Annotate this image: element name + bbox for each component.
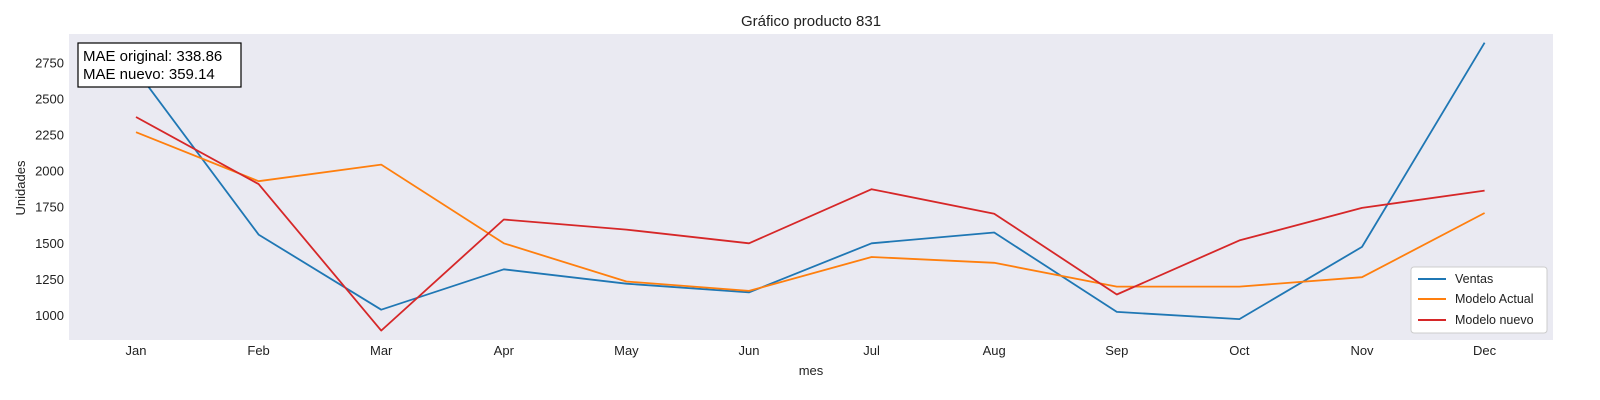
annotation-frame — [77, 42, 242, 88]
x-tick-label: Dec — [1473, 343, 1497, 358]
series-line-modelo-actual — [135, 131, 1486, 292]
x-tick-label: Feb — [247, 343, 269, 358]
legend-label-modelo-nuevo: Modelo nuevo — [1455, 313, 1534, 327]
x-axis: Jan Feb Mar Apr May Jun Jul Aug Sep Oct Nov Dec — [126, 343, 1497, 358]
y-tick-label: 1750 — [35, 200, 64, 215]
x-tick-label: Oct — [1229, 343, 1250, 358]
series-layer — [135, 42, 1486, 332]
legend-label-modelo-actual: Modelo Actual — [1455, 292, 1534, 306]
x-tick-label: Nov — [1350, 343, 1374, 358]
y-axis: 1000 1250 1500 1750 2000 2250 2500 2750 — [35, 55, 64, 323]
legend: Ventas Modelo Actual Modelo nuevo — [1410, 266, 1548, 334]
y-tick-label: 2750 — [35, 55, 64, 70]
x-tick-label: Jun — [739, 343, 760, 358]
x-tick-label: May — [614, 343, 639, 358]
mae-annotation: MAE original: 338.86 MAE nuevo: 359.14 — [77, 42, 242, 88]
y-tick-label: 2250 — [35, 128, 64, 143]
plot-area — [69, 34, 1553, 340]
chart-title: Gráfico producto 831 — [741, 13, 881, 30]
x-tick-label: Apr — [494, 343, 515, 358]
y-tick-label: 1250 — [35, 272, 64, 287]
x-tick-label: Mar — [370, 343, 393, 358]
legend-label-ventas: Ventas — [1455, 272, 1493, 286]
annotation-line-1: MAE original: 338.86 — [83, 48, 222, 65]
series-line-modelo-nuevo — [135, 116, 1485, 332]
x-tick-label: Sep — [1105, 343, 1128, 358]
y-tick-label: 2500 — [35, 91, 64, 106]
y-axis-title: Unidades — [13, 160, 28, 215]
legend-frame — [1410, 266, 1548, 334]
annotation-line-2: MAE nuevo: 359.14 — [83, 66, 215, 83]
series-line-ventas — [135, 42, 1486, 321]
y-tick-label: 1000 — [35, 308, 64, 323]
x-tick-label: Aug — [983, 343, 1006, 358]
x-tick-label: Jan — [126, 343, 147, 358]
x-axis-title: mes — [799, 363, 824, 378]
y-tick-label: 2000 — [35, 164, 64, 179]
x-tick-label: Jul — [863, 343, 880, 358]
y-tick-label: 1500 — [35, 236, 64, 251]
